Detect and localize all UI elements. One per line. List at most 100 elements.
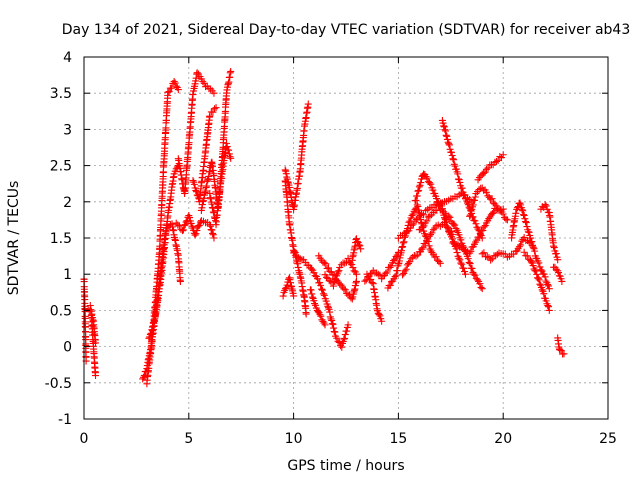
data-point	[324, 304, 332, 312]
y-tick-label: 2	[63, 195, 72, 211]
data-point	[460, 264, 468, 272]
data-point	[466, 211, 474, 219]
data-point	[192, 187, 200, 195]
y-tick-label: 4	[63, 50, 72, 66]
data-point	[227, 154, 235, 162]
data-point	[193, 227, 201, 235]
data-point	[493, 250, 501, 258]
data-point	[209, 108, 217, 116]
data-point	[290, 292, 298, 300]
data-point	[176, 277, 184, 285]
y-tick-label: 1	[63, 267, 72, 283]
data-point	[518, 237, 526, 245]
data-point	[527, 258, 535, 266]
data-point	[227, 67, 235, 75]
data-point	[538, 286, 546, 294]
data-point	[419, 244, 427, 252]
data-point	[279, 292, 287, 300]
data-point	[485, 215, 493, 223]
data-point	[487, 256, 495, 264]
data-point	[307, 286, 315, 294]
data-point	[455, 254, 463, 262]
data-point	[413, 192, 421, 200]
data-point	[496, 153, 504, 161]
data-point	[542, 297, 550, 305]
data-point	[462, 194, 470, 202]
data-point	[466, 212, 474, 220]
data-point	[544, 302, 552, 310]
data-point	[466, 260, 474, 268]
data-point	[295, 269, 303, 277]
data-point	[328, 320, 336, 328]
data-point	[210, 105, 218, 113]
data-point	[182, 218, 190, 226]
data-point	[326, 308, 334, 316]
data-point	[433, 206, 441, 214]
data-point	[362, 276, 370, 284]
data-point	[529, 243, 537, 251]
x-tick-label: 15	[389, 431, 407, 447]
data-point	[441, 219, 449, 227]
data-point	[355, 241, 363, 249]
data-point	[550, 242, 558, 250]
data-point	[420, 222, 428, 230]
data-point	[449, 220, 457, 228]
data-point	[281, 285, 289, 293]
data-point	[212, 104, 220, 112]
data-point	[383, 268, 391, 276]
data-point	[328, 317, 336, 325]
data-point	[492, 158, 500, 166]
data-point	[517, 241, 525, 249]
data-point	[542, 277, 550, 285]
data-point	[426, 212, 434, 220]
data-point	[200, 79, 208, 87]
data-point	[294, 260, 302, 268]
data-point	[189, 177, 197, 185]
data-point	[453, 249, 461, 257]
data-point	[408, 212, 416, 220]
data-point	[543, 279, 551, 287]
data-point	[521, 215, 529, 223]
data-point	[520, 211, 528, 219]
data-point	[423, 174, 431, 182]
data-point	[330, 327, 338, 335]
data-point	[409, 220, 417, 228]
data-point	[208, 226, 216, 234]
data-point	[341, 331, 349, 339]
data-point	[442, 131, 450, 139]
data-point	[206, 221, 214, 229]
data-point	[191, 231, 199, 239]
data-point	[442, 222, 450, 230]
data-point	[480, 169, 488, 177]
data-point	[456, 243, 464, 251]
data-point	[418, 223, 426, 231]
data-point	[479, 226, 487, 234]
data-point	[482, 188, 490, 196]
data-point	[519, 207, 527, 215]
data-point	[488, 195, 496, 203]
data-point	[225, 146, 233, 154]
data-point	[467, 247, 475, 255]
data-point	[338, 343, 346, 351]
grid	[84, 57, 608, 419]
data-point	[223, 143, 231, 151]
data-point	[472, 220, 480, 228]
data-point	[429, 226, 437, 234]
data-point	[331, 328, 339, 336]
data-point	[471, 193, 479, 201]
data-point	[343, 327, 351, 335]
data-point	[390, 257, 398, 265]
data-point	[447, 227, 455, 235]
data-point	[340, 335, 348, 343]
data-point	[448, 151, 456, 159]
data-point	[417, 179, 425, 187]
data-point	[535, 259, 543, 267]
data-point	[440, 208, 448, 216]
data-point	[554, 256, 562, 264]
data-point	[461, 270, 469, 278]
data-point	[440, 122, 448, 130]
data-point	[540, 290, 548, 298]
data-point	[329, 320, 337, 328]
data-point	[443, 132, 451, 140]
data-point	[435, 202, 443, 210]
